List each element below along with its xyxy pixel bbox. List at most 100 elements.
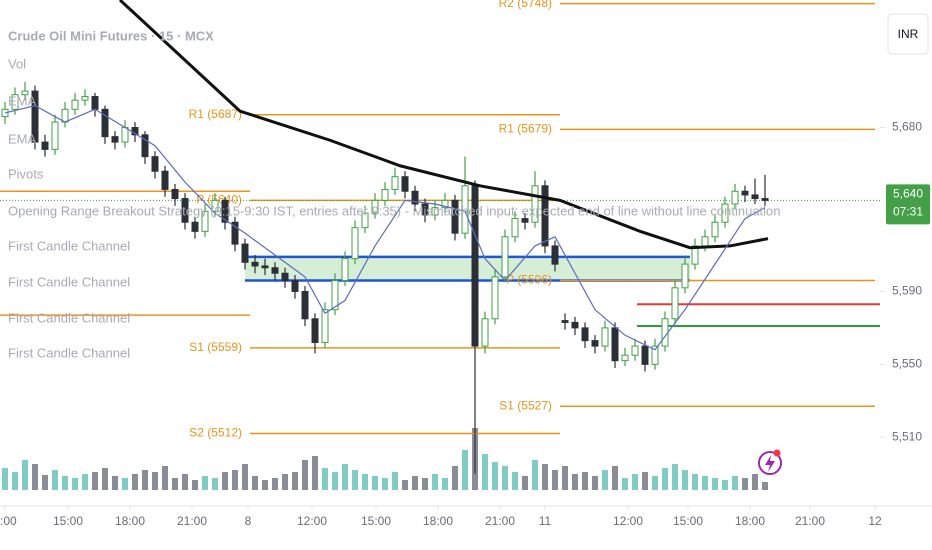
candle-body — [241, 243, 249, 263]
candle-body — [291, 280, 299, 292]
volume-bar — [22, 460, 28, 490]
candle-body — [11, 94, 19, 110]
candle-body — [581, 327, 589, 342]
volume-bar — [252, 476, 258, 490]
candle-body — [671, 287, 679, 320]
candle-body — [691, 245, 699, 265]
y-tick-label: 5,590 — [892, 284, 922, 298]
x-tick-label: 8 — [245, 514, 252, 528]
volume-bar — [502, 466, 508, 490]
candle-body — [641, 345, 649, 365]
x-tick-label: 15:00 — [53, 514, 83, 528]
candle-body — [751, 194, 759, 200]
candle-body — [281, 272, 289, 282]
candle-body — [201, 210, 209, 232]
volume-bar — [532, 460, 538, 490]
candle-body — [101, 108, 109, 138]
candle-body — [171, 188, 179, 200]
candle-body — [31, 90, 39, 143]
volume-bar — [92, 472, 98, 490]
volume-bar — [312, 456, 318, 490]
volume-bar — [392, 472, 398, 490]
candle-body — [321, 309, 329, 343]
volume-bar — [322, 468, 328, 490]
y-tick-label: 5,510 — [892, 429, 922, 443]
y-tick-label: 5,550 — [892, 356, 922, 370]
x-tick-label: 15:00 — [361, 514, 391, 528]
pivot-label: S2 (5512) — [189, 426, 242, 440]
candle-body — [231, 221, 239, 245]
volume-bar — [212, 478, 218, 490]
volume-bar — [712, 478, 718, 490]
x-tick-label: 18:00 — [423, 514, 453, 528]
x-tick-label: 12:00 — [613, 514, 643, 528]
candle-body — [141, 134, 149, 158]
candle-body — [401, 176, 409, 192]
x-tick-label: 21:00 — [485, 514, 515, 528]
volume-bar — [112, 476, 118, 490]
volume-bar — [742, 478, 748, 490]
legend: Crude Oil Mini Futures · 15 · MCX Vol EMA… — [8, 28, 781, 360]
volume-bar — [192, 480, 198, 490]
legend-entry: Vol — [8, 56, 26, 71]
currency-button[interactable]: INR — [887, 13, 929, 55]
volume-bar — [142, 470, 148, 490]
volume-bar — [432, 474, 438, 490]
volume-bar — [262, 480, 268, 490]
volume-bar — [462, 450, 468, 490]
currency[interactable]: INR — [898, 27, 919, 41]
pivot-label: R1 (5679) — [499, 122, 552, 136]
volume-bar — [562, 466, 568, 490]
candle-body — [701, 236, 709, 247]
legend-entry: Pivots — [8, 166, 44, 181]
icon-bolt[interactable] — [765, 455, 775, 472]
x-tick-label: 15:00 — [673, 514, 703, 528]
candle-body — [91, 96, 99, 110]
candle-body — [151, 156, 159, 172]
x-tick-label: 21:00 — [795, 514, 825, 528]
x-tick-label: 21:00 — [177, 514, 207, 528]
volume-bar — [762, 482, 768, 490]
candle-body — [181, 198, 189, 223]
candle-body — [541, 185, 549, 247]
volume-bar — [72, 478, 78, 490]
x-tick-label: 18:00 — [735, 514, 765, 528]
volume-bar — [382, 478, 388, 490]
candle-body — [251, 261, 259, 267]
volume-bar — [302, 460, 308, 490]
volume-bar — [622, 478, 628, 490]
candle-body — [441, 199, 449, 209]
pivot-label: R1 (5687) — [189, 107, 242, 121]
candle-body — [461, 185, 469, 234]
x-tick-label: 2:00 — [0, 514, 17, 528]
candle-body — [501, 236, 509, 278]
x-tick-label: 18:00 — [115, 514, 145, 528]
volume-bar — [232, 470, 238, 490]
volume-bar — [132, 474, 138, 490]
volume-bar — [442, 478, 448, 490]
pivot-label: S1 (5559) — [189, 340, 242, 354]
volume-bar — [372, 476, 378, 490]
volume-bar — [522, 476, 528, 490]
legend-entry: First Candle Channel — [8, 310, 130, 325]
candle-body — [161, 170, 169, 190]
alert-icon[interactable] — [758, 449, 782, 475]
volume-bar — [512, 472, 518, 490]
candle-body — [451, 199, 459, 234]
volume-bar — [152, 472, 158, 490]
x-tick-label: 12:00 — [297, 514, 327, 528]
volume-bar — [412, 476, 418, 490]
volume-bar — [292, 472, 298, 490]
candle-body — [651, 345, 659, 365]
icon-dot[interactable] — [773, 449, 781, 457]
legend-entry: EMA — [8, 93, 37, 108]
legend-entry: First Candle Channel — [8, 274, 130, 289]
button-frame[interactable] — [887, 13, 929, 55]
candle-body — [81, 96, 89, 101]
volume-bar — [492, 462, 498, 490]
volume-bar — [2, 468, 8, 490]
volume-bar — [402, 480, 408, 490]
countdown: 07:31 — [893, 205, 923, 219]
candle-body — [481, 318, 489, 347]
